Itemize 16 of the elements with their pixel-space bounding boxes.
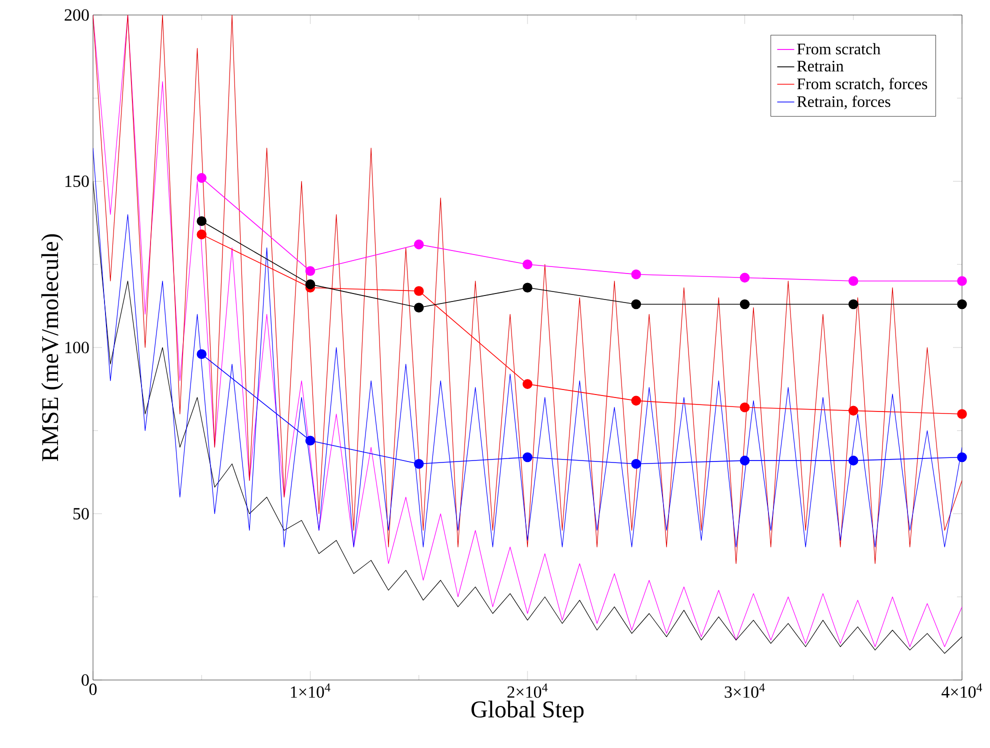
legend-label: Retrain xyxy=(797,60,844,72)
y-tick-label: 0 xyxy=(82,674,89,686)
x-tick-label: 4×10$^{4}$ xyxy=(942,684,982,698)
legend-label: Retrain, forces xyxy=(797,96,890,110)
y-tick-label: 150 xyxy=(65,176,89,187)
y-tick-label: 50 xyxy=(73,508,89,520)
x-tick-label: 0 xyxy=(89,684,97,696)
y-tick-label: 200 xyxy=(64,9,89,21)
x-tick-label: 2×10$^{4}$ xyxy=(507,684,548,698)
y-tick-label: 100 xyxy=(65,342,89,354)
x-tick-label: 3×10$^{4}$ xyxy=(724,684,765,698)
legend-label: From scratch, forces xyxy=(797,78,928,92)
x-tick-label: 1×10$^{4}$ xyxy=(290,684,330,698)
legend-label: From scratch xyxy=(797,43,880,54)
y-axis-title: RMSE (meV/molecule) xyxy=(41,234,64,462)
x-axis-title: Global Step xyxy=(471,700,584,722)
